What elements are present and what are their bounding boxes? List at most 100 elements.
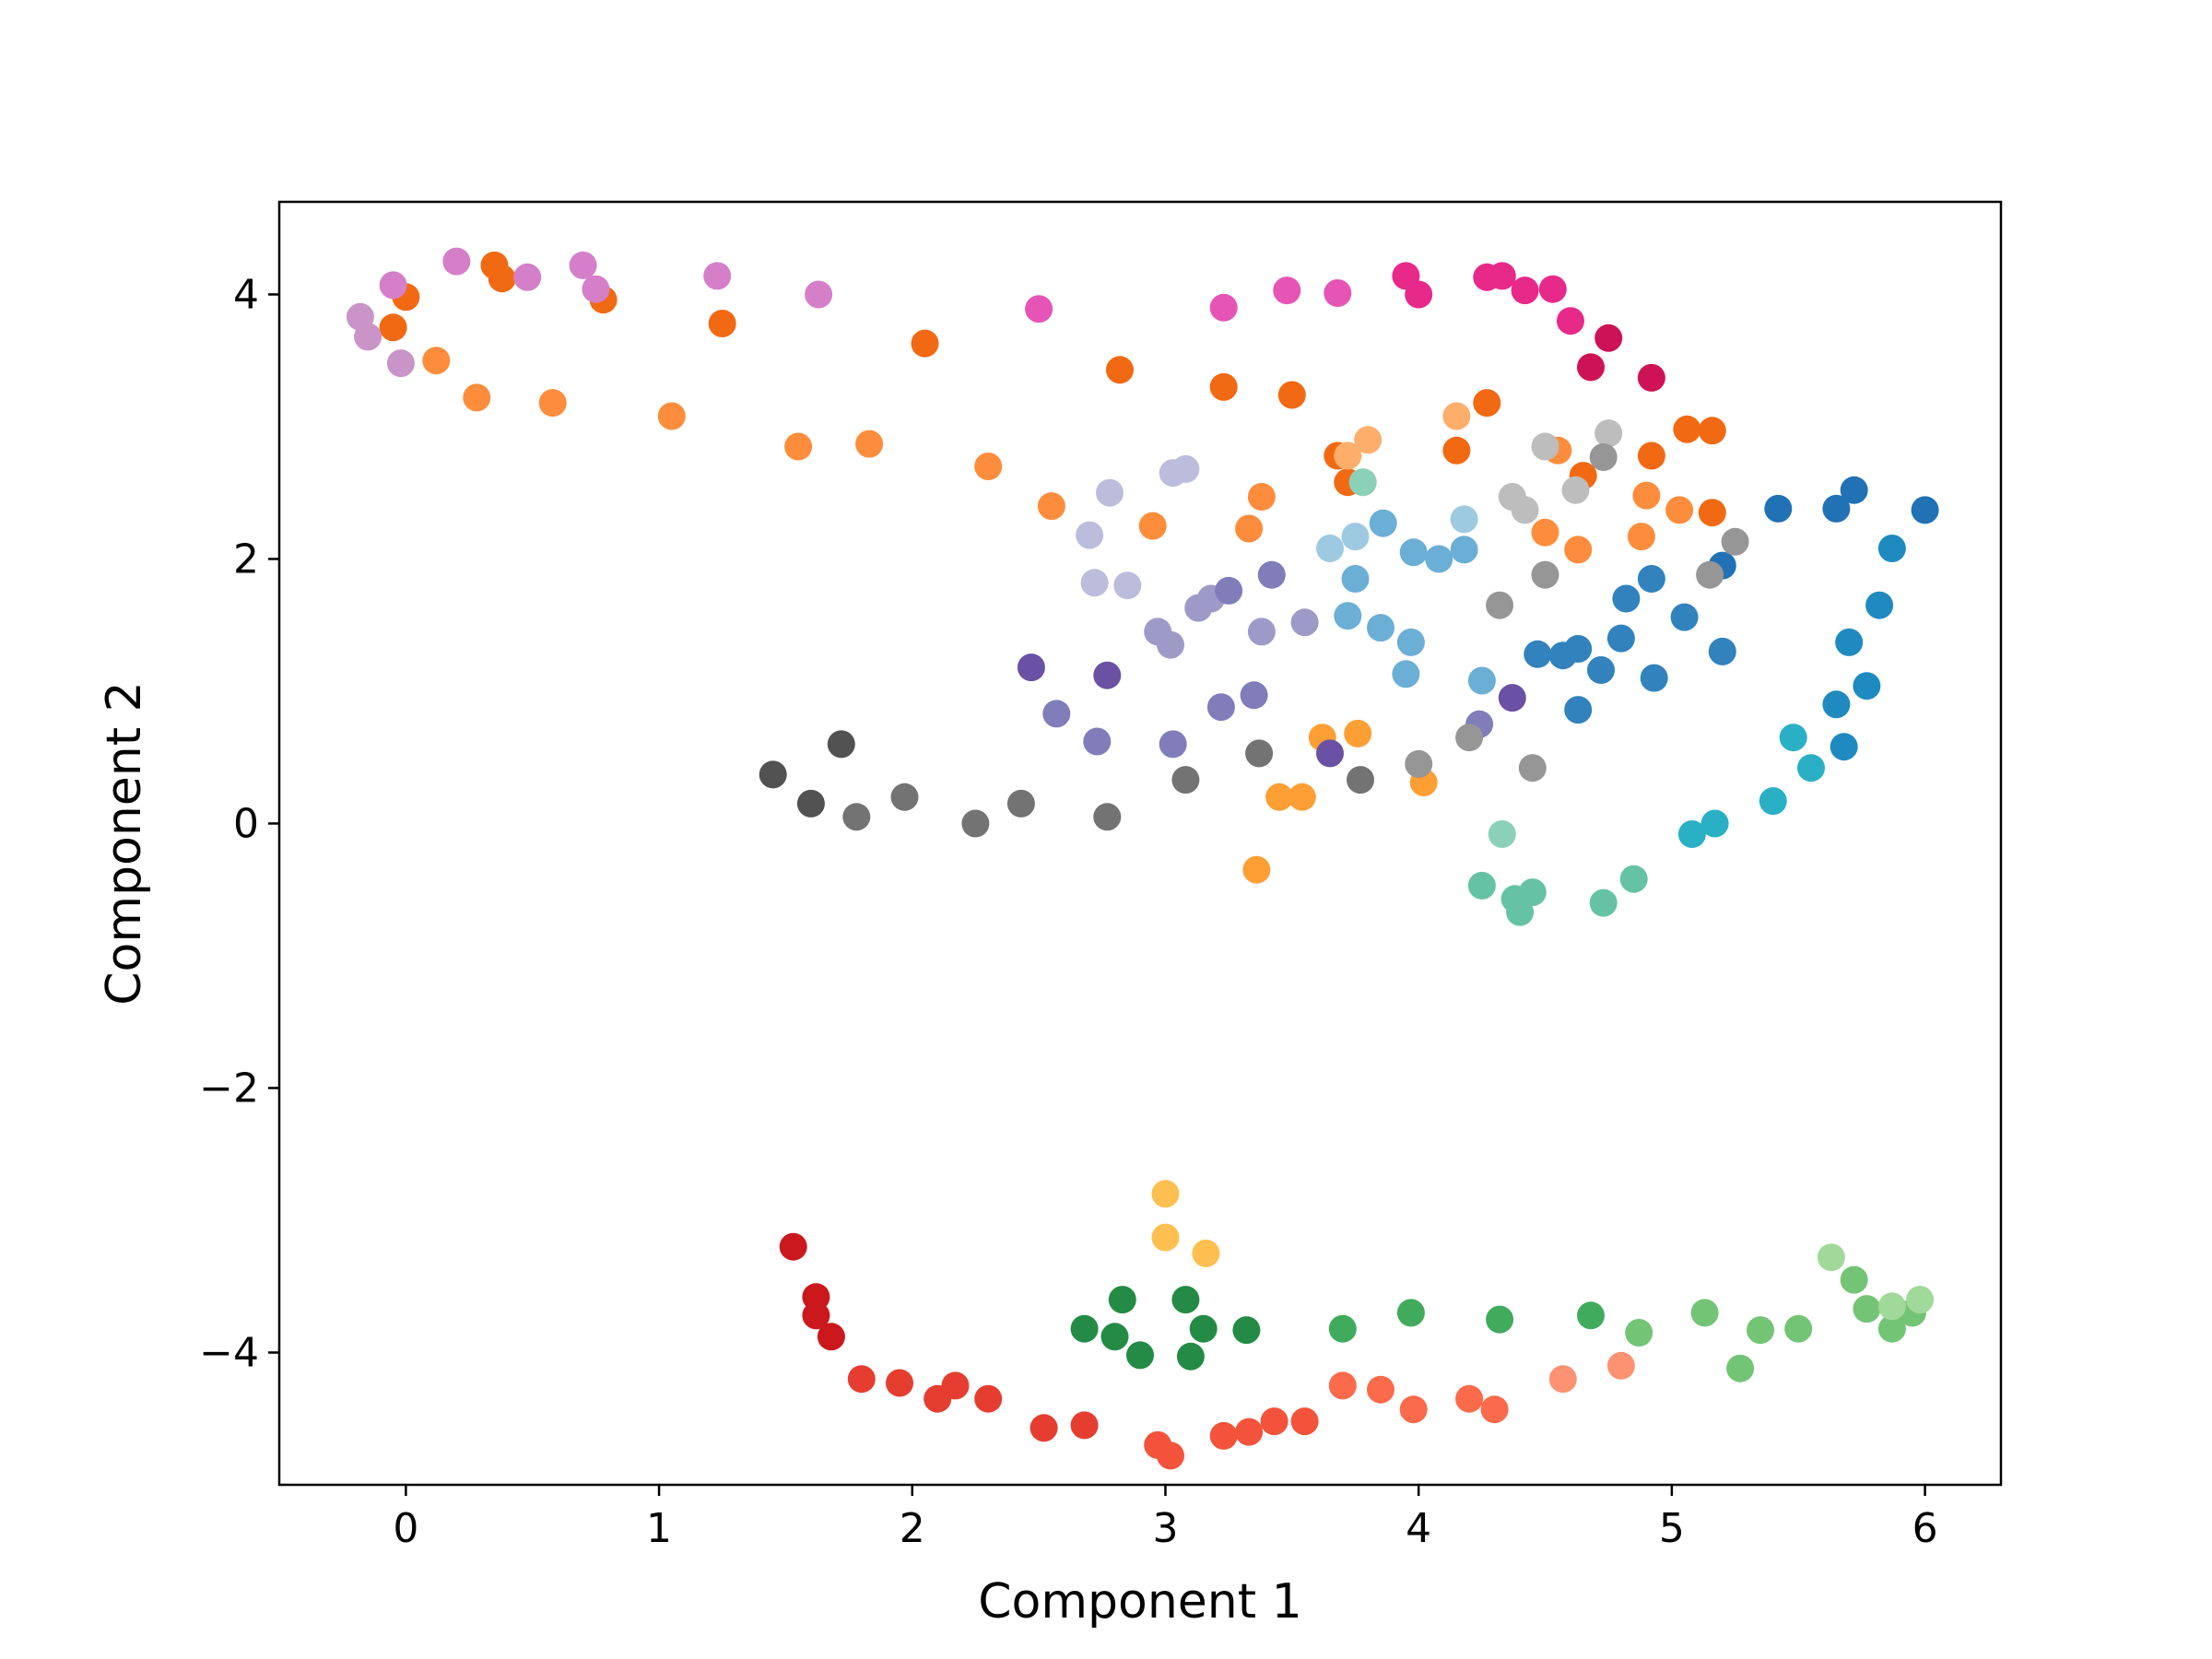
data-point — [1673, 415, 1701, 443]
data-point — [1531, 518, 1559, 547]
data-point — [1405, 749, 1433, 778]
data-point — [1557, 307, 1584, 335]
data-point — [1511, 496, 1539, 524]
data-point — [1348, 468, 1377, 497]
data-point — [1577, 353, 1605, 382]
data-point — [961, 809, 990, 838]
data-point — [1877, 1314, 1906, 1343]
data-point — [513, 263, 542, 291]
data-point — [1396, 1299, 1425, 1327]
data-point — [379, 313, 407, 342]
data-point — [1344, 719, 1372, 747]
data-point — [1488, 262, 1516, 290]
data-point — [1113, 571, 1142, 600]
data-point — [1670, 603, 1699, 631]
data-point — [657, 402, 686, 430]
data-point — [1442, 436, 1471, 465]
x-tick-label: 0 — [393, 1505, 418, 1552]
data-point — [1176, 1342, 1205, 1371]
data-point — [1594, 324, 1623, 352]
y-tick-label: 4 — [233, 271, 259, 318]
data-point — [1822, 690, 1851, 719]
data-point — [422, 347, 451, 375]
data-point — [1247, 618, 1276, 646]
data-point — [442, 247, 471, 276]
data-point — [1853, 672, 1881, 700]
data-point — [1632, 481, 1661, 510]
data-point — [1473, 389, 1501, 418]
data-point — [1467, 871, 1496, 900]
data-point — [1369, 509, 1397, 537]
data-point — [1747, 1316, 1774, 1345]
data-point — [1189, 1314, 1218, 1343]
data-point — [1273, 276, 1301, 305]
data-point — [1698, 417, 1726, 445]
data-point — [1396, 628, 1425, 656]
data-point — [1612, 584, 1641, 613]
data-point — [1619, 865, 1648, 893]
data-point — [1840, 476, 1868, 504]
y-axis-label: Component 2 — [97, 681, 152, 1006]
data-point — [703, 262, 732, 290]
x-axis-ticks: 0 1 2 3 4 5 6 — [393, 1485, 1938, 1552]
data-point — [890, 782, 919, 811]
data-point — [1206, 693, 1235, 722]
data-point — [1209, 1421, 1238, 1450]
data-point — [488, 265, 516, 293]
data-point — [1442, 402, 1471, 430]
data-point — [974, 453, 1003, 480]
data-point — [1625, 1319, 1653, 1347]
data-point — [1698, 499, 1726, 527]
data-point — [1450, 535, 1478, 564]
data-point — [1405, 280, 1433, 309]
y-tick-label: 2 — [233, 535, 259, 582]
data-point — [1759, 787, 1787, 816]
data-point — [1288, 782, 1316, 811]
data-point — [1341, 523, 1370, 551]
data-point — [1025, 295, 1053, 324]
data-point — [1334, 602, 1362, 630]
data-point — [1096, 478, 1124, 507]
data-point — [1877, 535, 1906, 562]
data-point — [1215, 576, 1243, 605]
data-point — [1106, 356, 1134, 384]
data-point — [1822, 494, 1851, 523]
data-point — [855, 429, 884, 458]
data-point — [1093, 661, 1122, 689]
data-point — [1524, 640, 1552, 668]
data-point — [1637, 565, 1665, 593]
data-point — [941, 1371, 970, 1400]
x-tick-label: 4 — [1406, 1505, 1431, 1552]
data-point — [1151, 1223, 1180, 1252]
data-point — [1232, 1316, 1261, 1345]
data-point — [1265, 782, 1294, 811]
data-point — [1324, 279, 1352, 307]
data-point — [1080, 569, 1109, 597]
data-point — [802, 1301, 830, 1330]
data-point — [1911, 496, 1939, 524]
data-point — [1341, 565, 1370, 593]
data-point — [1506, 898, 1535, 926]
data-point — [582, 275, 610, 303]
data-point — [1606, 624, 1635, 653]
x-tick-label: 1 — [646, 1505, 672, 1552]
data-point — [827, 730, 855, 759]
data-point — [538, 389, 567, 418]
x-tick-label: 5 — [1659, 1505, 1685, 1552]
data-point — [463, 383, 491, 412]
data-point — [1835, 628, 1864, 656]
data-point — [1665, 496, 1694, 524]
data-point — [911, 329, 939, 358]
data-point — [1334, 441, 1362, 470]
data-point — [1347, 766, 1374, 794]
y-tick-label: −4 — [199, 1329, 259, 1376]
data-point — [817, 1323, 845, 1351]
data-point — [1093, 803, 1122, 831]
data-point — [1488, 820, 1516, 848]
data-point — [1367, 1375, 1394, 1404]
data-point — [1392, 660, 1420, 688]
x-tick-label: 2 — [900, 1505, 925, 1552]
data-point — [1696, 560, 1724, 589]
data-point — [847, 1365, 876, 1394]
